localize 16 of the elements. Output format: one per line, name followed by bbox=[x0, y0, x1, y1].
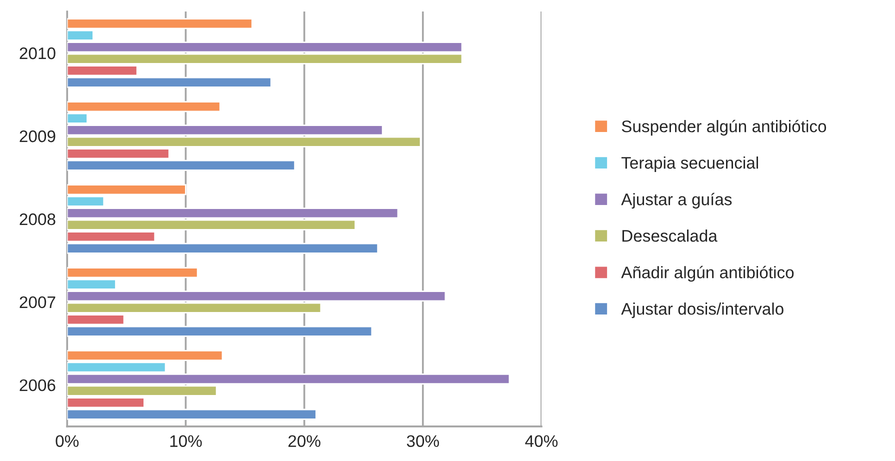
x-tick-label: 20% bbox=[288, 435, 320, 447]
legend-label: Desescalada bbox=[622, 230, 718, 242]
y-tick-label: 2010 bbox=[20, 47, 56, 60]
legend-label: Ajustar a guías bbox=[621, 192, 732, 209]
x-tick-label: 0% bbox=[56, 435, 79, 447]
x-tick-label: 40% bbox=[525, 435, 558, 447]
legend-label: Terapia secuencial bbox=[621, 156, 758, 172]
y-tick-label: 2009 bbox=[20, 130, 56, 142]
y-tick-label: 2008 bbox=[20, 213, 56, 226]
legend-label: Ajustar dosis/intervalo bbox=[621, 302, 784, 318]
x-tick-label: 10% bbox=[170, 435, 202, 447]
legend-label: Añadir algún antibiótico bbox=[621, 266, 794, 282]
x-tick-label: 30% bbox=[406, 435, 439, 447]
legend-label: Suspender algún antibiótico bbox=[622, 120, 826, 136]
y-tick-label: 2006 bbox=[20, 379, 56, 392]
y-tick-label: 2007 bbox=[20, 296, 56, 308]
